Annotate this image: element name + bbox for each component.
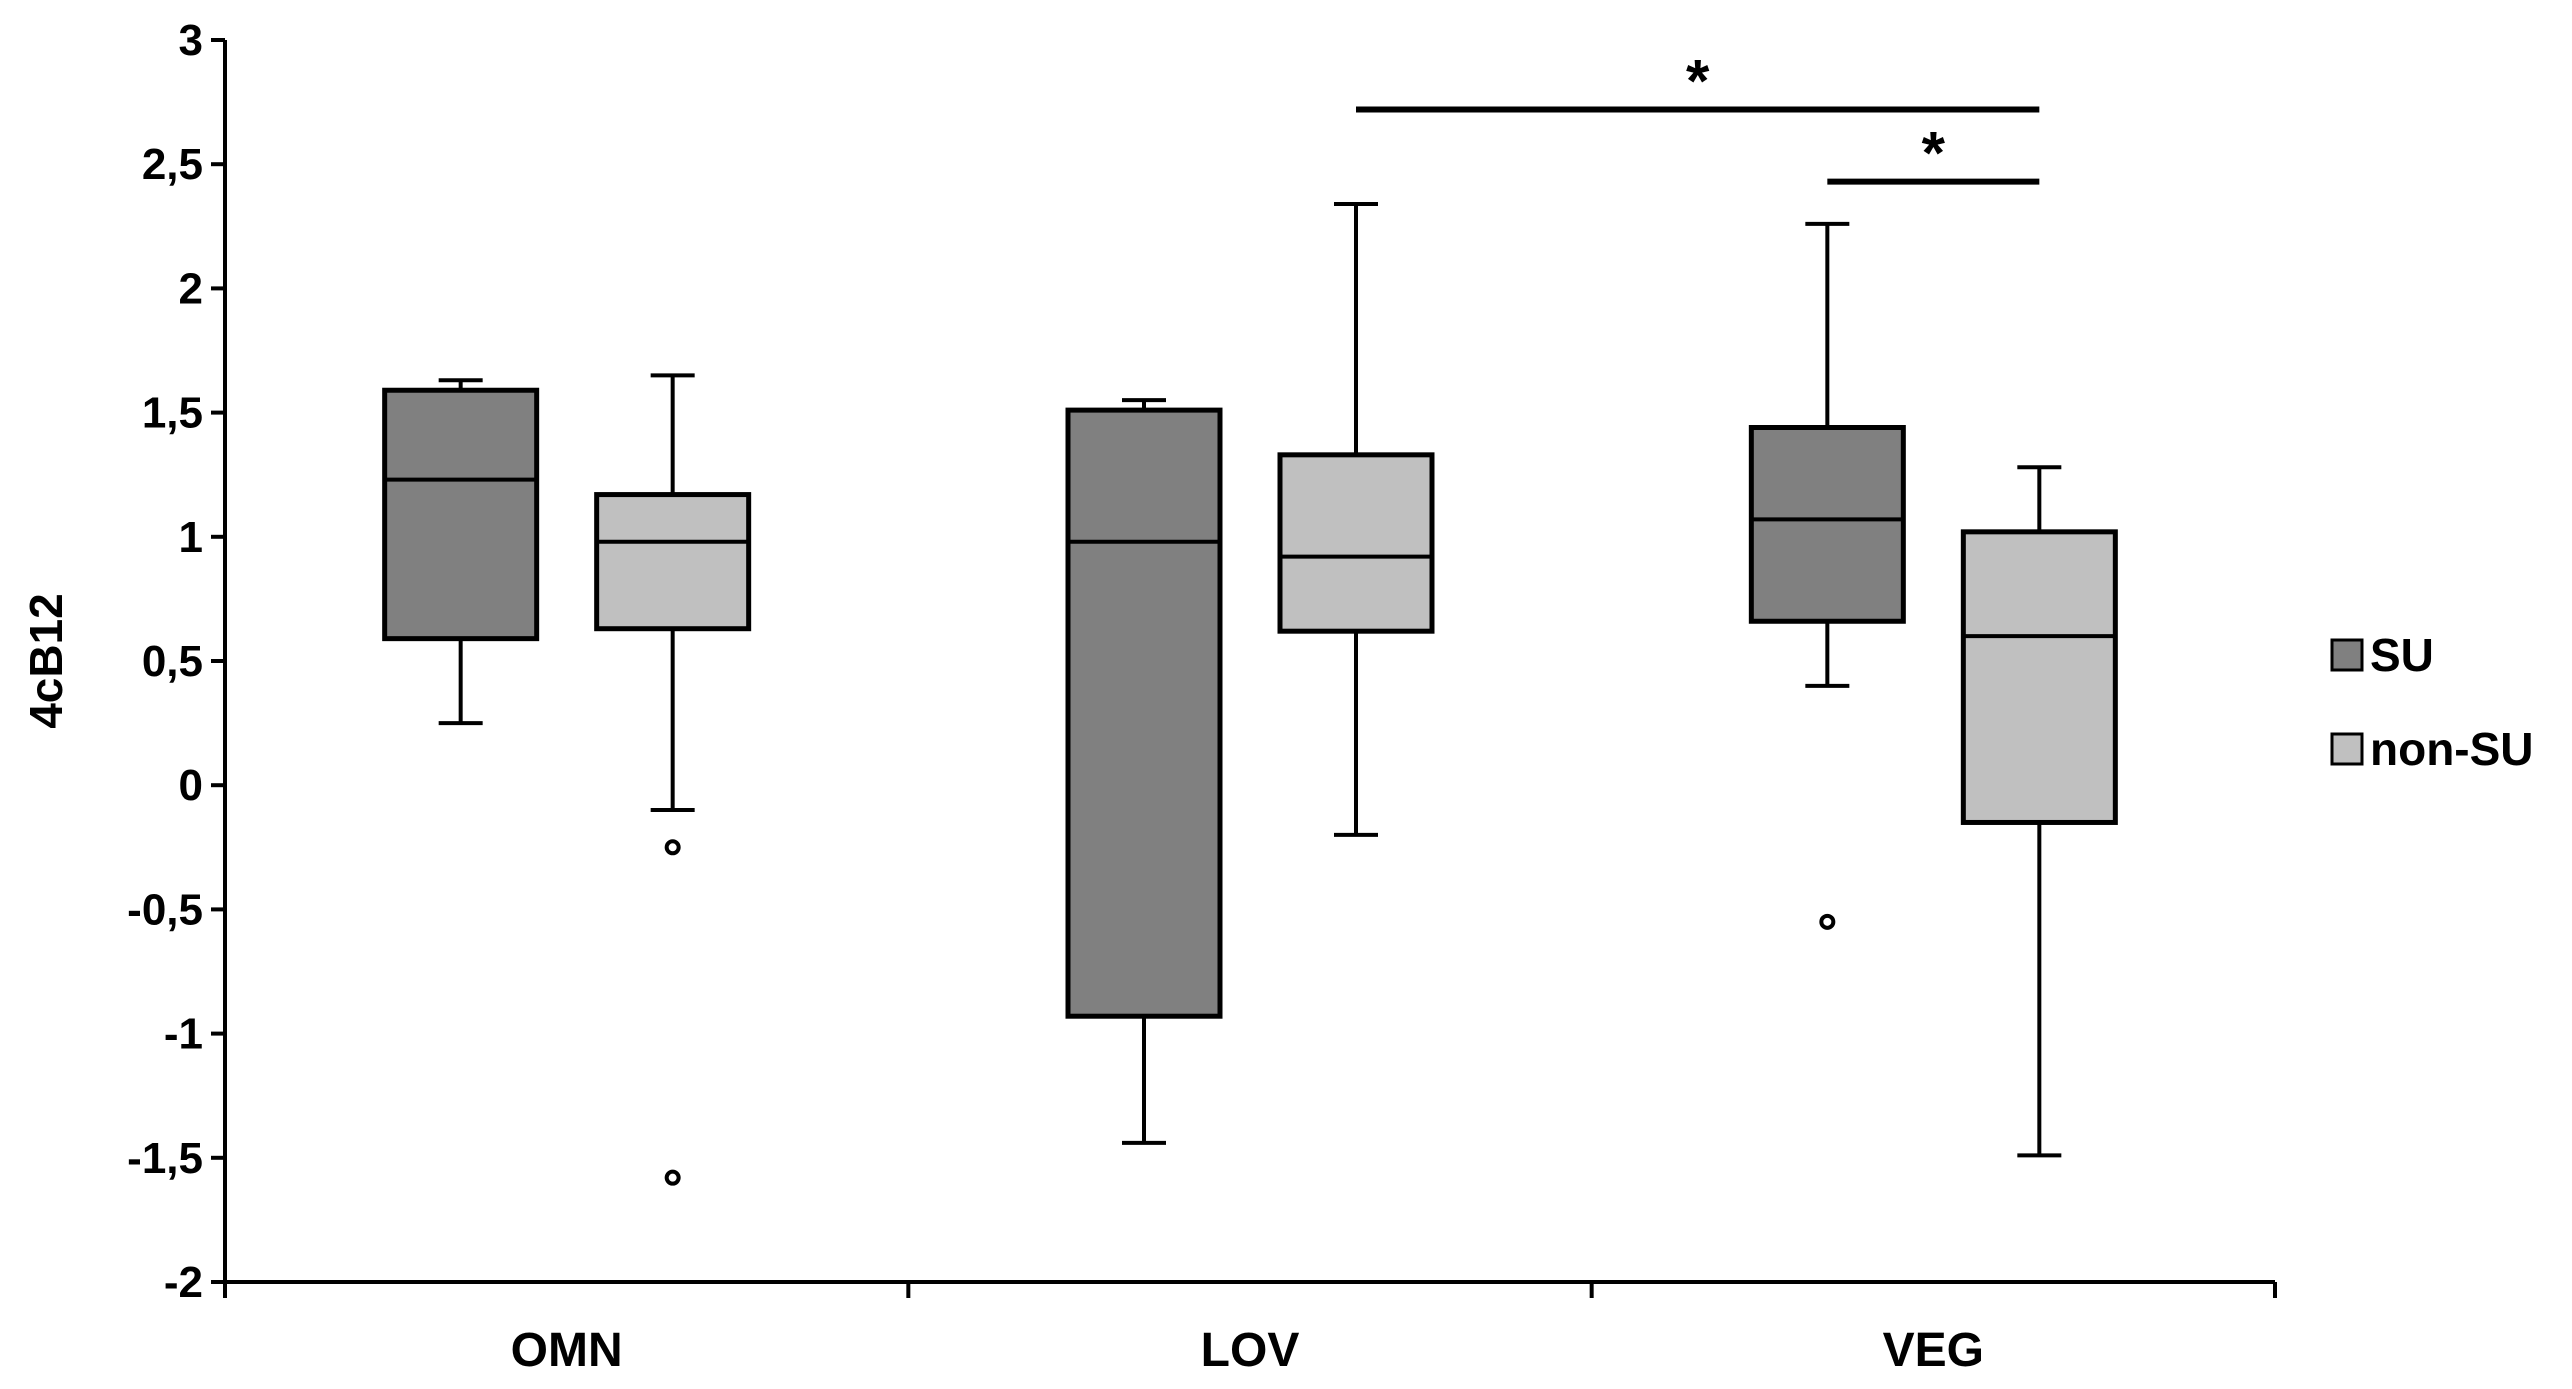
significance-annotations: ** (1356, 48, 2040, 187)
y-tick-label: -2 (164, 1258, 203, 1307)
box-non-su-lov (1277, 201, 1435, 837)
legend-label: SU (2370, 629, 2434, 681)
significance-star: * (1922, 120, 1946, 187)
box-su-lov (1065, 398, 1223, 1145)
x-category-label: OMN (511, 1324, 623, 1377)
x-category-label: VEG (1883, 1324, 1984, 1377)
axes: 3 2,5 2 1,5 1 0,5 0 -0,5 -1 -1,5 -2 4cB12 OMN LOV VEG (20, 16, 2277, 1377)
box-non-su-veg (1960, 465, 2118, 1158)
y-tick-label: 0,5 (142, 637, 203, 686)
y-axis-title: 4cB12 (20, 593, 72, 729)
y-tick-label: 2,5 (142, 140, 203, 189)
y-tick-label: -0,5 (127, 885, 203, 934)
legend: SU non-SU (2330, 629, 2534, 775)
box-iqr (1960, 529, 2118, 825)
box-iqr (594, 492, 752, 632)
boxes (382, 201, 2118, 1186)
box-su-veg (1748, 221, 1906, 930)
legend-swatch-non-su (2330, 732, 2364, 766)
legend-label: non-SU (2370, 723, 2534, 775)
y-tick-label: -1 (164, 1010, 203, 1059)
y-tick-label: 0 (179, 761, 203, 810)
significance-star: * (1686, 48, 1710, 115)
y-tick-label: 3 (179, 16, 203, 65)
legend-swatch-su (2330, 638, 2364, 672)
x-category-label: LOV (1201, 1324, 1300, 1377)
box-iqr (382, 387, 540, 642)
y-tick-label: 1 (179, 513, 203, 562)
outlier-point (1819, 913, 1836, 930)
y-tick-label: 1,5 (142, 389, 203, 438)
box-su-omn (382, 378, 540, 726)
box-iqr (1065, 407, 1223, 1019)
y-tick-label: -1,5 (127, 1134, 203, 1183)
outlier-point (664, 839, 681, 856)
box-non-su-omn (594, 373, 752, 1186)
box-iqr (1748, 425, 1906, 624)
outlier-point (664, 1169, 681, 1186)
box-iqr (1277, 452, 1435, 634)
y-tick-label: 2 (179, 264, 203, 313)
